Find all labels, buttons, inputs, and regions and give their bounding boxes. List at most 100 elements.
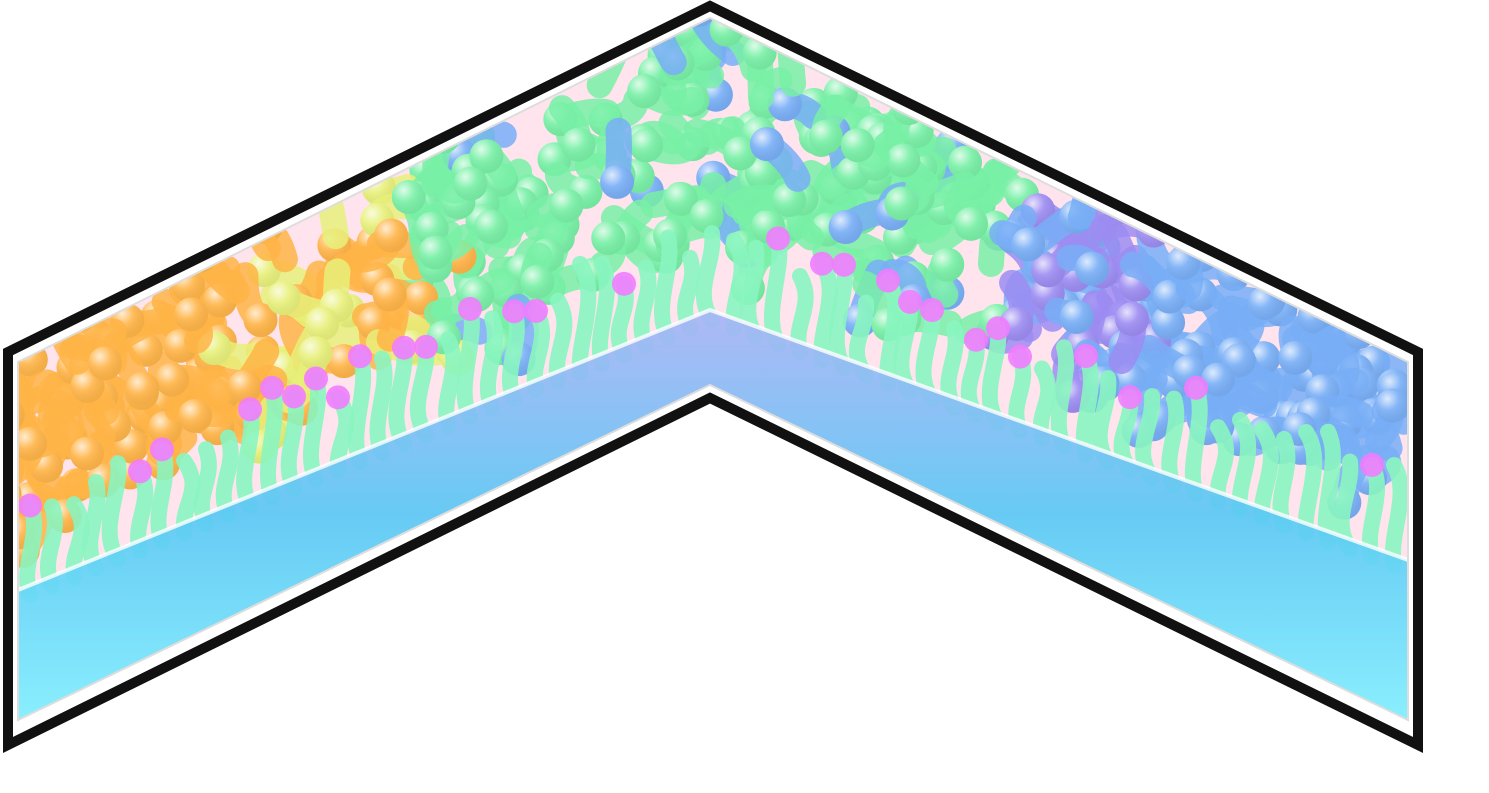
lipid-cluster-shine [549,188,584,223]
lipid-tail [236,401,260,515]
lipid-tail [348,348,372,470]
lipid-cluster-shine [591,221,626,256]
lipid-cluster-shine [749,127,784,162]
lipid-head [326,385,350,410]
lipid-cluster-shine [1200,362,1235,397]
substrate-top-edge [18,307,1408,592]
lipid-head [810,251,834,276]
lipid-cluster-shine [243,303,278,338]
lipid-head [876,268,900,293]
frame-outline [3,0,1423,754]
lipid-cluster-knob [1320,264,1355,299]
lipid-head [150,437,174,462]
lipid-cluster-shine [808,119,843,154]
lipid-cluster-shine [886,143,921,178]
lipid-tail [1361,456,1386,566]
lipid-tail [19,497,42,604]
lipid-head [766,226,790,251]
lipid-head [1118,385,1142,410]
lipid-cluster-shine [298,336,333,371]
lipid-head [1008,344,1032,369]
lipid-tail [302,370,327,488]
lipid-cluster-shine [663,181,698,216]
frame-inner-highlight [17,16,1409,722]
lipid-cluster-shine [391,180,426,215]
lipid-head [986,316,1010,341]
lipid-head [348,344,372,369]
lipid-cluster-shine [1059,299,1094,334]
lipid-head [920,297,944,322]
lipid-cluster-shine [1075,251,1110,286]
lipid-cluster-shine [374,218,409,253]
lipid-head [458,296,482,321]
lipid-cluster-shine [930,247,965,282]
lipid-tail [763,230,788,353]
lipid-cluster-shine [305,306,340,341]
lipid-head [502,299,526,324]
lipid-cluster-shine [947,145,982,180]
lipid-cluster-shine [18,426,48,461]
lipid-cluster-shine [723,136,758,171]
lipid-cluster-shine [689,199,724,234]
lipid-cluster-shine [627,74,662,109]
lipid-head [282,384,306,409]
lipid-cluster-shine [155,362,190,397]
lipid-cluster-shine [227,369,262,404]
lipid-tail [280,388,304,497]
lipid-tail [502,303,525,408]
lipid-cluster-shine [744,155,779,190]
lipid-head [392,335,416,360]
lipid-cluster-shine [1320,264,1355,299]
lipid-tail [1253,421,1279,526]
lipid-head [1184,375,1208,400]
lipid-head [128,459,152,484]
lipid-tail [1384,456,1408,573]
lipid-cluster-shine [1011,227,1046,262]
lipid-cluster-shine [840,128,875,163]
lipid-cluster-shine [266,281,301,316]
lipid-head [1360,452,1384,477]
lipid-head [612,271,636,296]
lipid-tail [101,455,127,568]
substrate-band [18,310,1408,720]
lipid-tail [571,255,597,381]
lipid-tail [725,232,750,337]
lipid-head [260,375,284,400]
lipid-tail [388,339,413,452]
lipid-tail [480,310,503,417]
lipid-cluster-shine [474,209,509,244]
lipid-cluster-shine [1115,301,1150,336]
lipid-tail [1297,423,1323,542]
lipid-cluster-shine [884,186,919,221]
lipid-tail [1050,339,1074,455]
lipid-head [414,334,438,359]
lipid-tail [1231,411,1257,518]
lipid-cluster-shine [1031,253,1066,288]
lipid-cluster-shine [372,277,407,312]
lipid-clusters [18,18,1408,568]
lipid-cluster-shine [629,128,664,163]
lipid-tail [813,255,838,369]
lipid-cluster-shine [600,164,635,199]
lipid-head [524,298,548,323]
lipid-head [832,252,856,277]
lipid-tail [591,255,615,372]
lipid-head [18,493,42,518]
lipid-tail [653,229,678,345]
lipid-tail [828,256,853,376]
lipid-tail [695,225,721,329]
lipid-cluster-shine [1151,305,1186,340]
lipid-tail [1184,379,1208,503]
lipid-head [1074,343,1098,368]
lipid-tail [82,474,106,577]
lipid-tail [1317,423,1341,550]
lipid-cluster-shine [69,436,104,471]
lipid-cluster-shine [418,235,453,270]
lipid-cluster-body [18,369,61,428]
lipid-cluster-shine [453,166,488,201]
lipid-head [238,397,262,422]
lipid-head [964,327,988,352]
lipid-tail [456,300,480,426]
